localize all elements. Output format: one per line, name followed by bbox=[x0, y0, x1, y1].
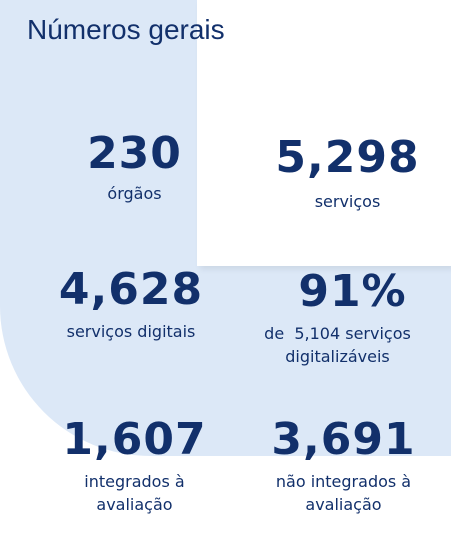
stat-label-line1: integrados à bbox=[84, 472, 185, 491]
stat-servicos-digitais: 4,628 serviços digitais bbox=[46, 268, 216, 343]
stat-value: 5,298 bbox=[275, 132, 420, 183]
stat-integrados: 1,607 integrados à avaliação bbox=[52, 418, 217, 516]
stat-label-line2: avaliação bbox=[96, 495, 173, 514]
stat-value: 91% bbox=[298, 266, 407, 317]
background-panel-bottom bbox=[197, 266, 451, 456]
background-panel-left bbox=[0, 0, 197, 456]
stat-value: 4,628 bbox=[58, 264, 204, 315]
stat-label-count: 5,104 bbox=[294, 324, 341, 343]
stat-nao-integrados: 3,691 não integrados à avaliação bbox=[251, 418, 436, 516]
stat-percentual-digitalizados: 91% de 5,104 serviços digitalizáveis bbox=[240, 270, 435, 368]
stat-label: serviços digitais bbox=[66, 322, 196, 341]
stat-label-line1: de 5,104 serviços bbox=[240, 322, 435, 345]
stat-value: 230 bbox=[87, 128, 182, 179]
stat-label: órgãos bbox=[107, 184, 162, 203]
stat-label-line2: avaliação bbox=[305, 495, 382, 514]
stat-label: integrados à avaliação bbox=[52, 470, 217, 516]
stat-label-prefix: de bbox=[264, 324, 285, 343]
page-title: Números gerais bbox=[27, 14, 225, 45]
stat-value: 3,691 bbox=[271, 414, 416, 465]
stat-value: 1,607 bbox=[62, 414, 207, 465]
stat-label: de 5,104 serviços digitalizáveis bbox=[240, 322, 435, 368]
stat-label-line1: não integrados à bbox=[275, 472, 412, 491]
stat-label-suffix: serviços bbox=[345, 324, 411, 343]
stat-label: não integrados à avaliação bbox=[251, 470, 436, 516]
stat-label-line2: digitalizáveis bbox=[285, 347, 390, 366]
stat-orgaos: 230 órgãos bbox=[82, 132, 187, 205]
white-card bbox=[197, 0, 451, 266]
stat-servicos: 5,298 serviços bbox=[260, 136, 435, 213]
stat-label: serviços bbox=[314, 192, 381, 211]
